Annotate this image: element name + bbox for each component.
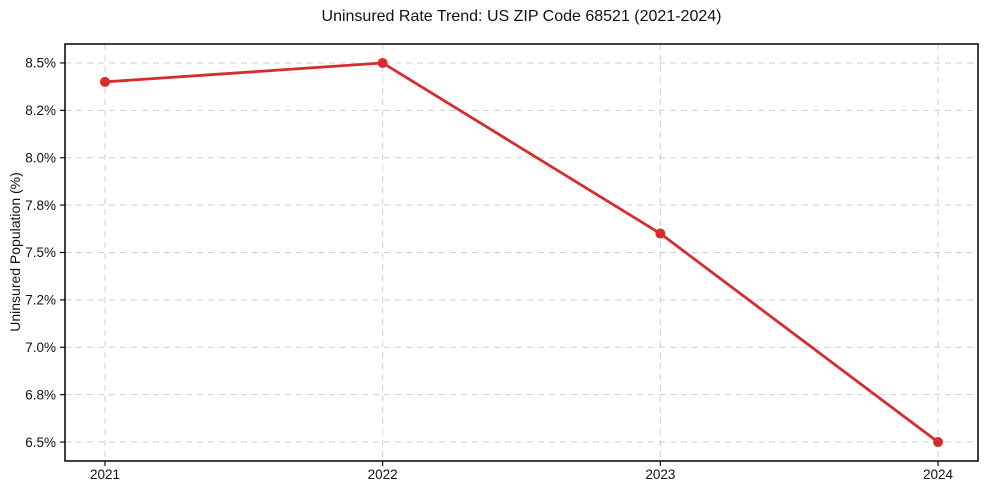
y-tick-label: 8.5% [25,56,56,71]
data-point-2022 [377,57,388,68]
x-tick-label: 2022 [368,467,398,482]
y-tick-label: 7.8% [25,198,56,213]
x-tick-label: 2023 [645,467,675,482]
y-tick-label: 7.5% [25,245,56,260]
y-tick-label: 6.5% [25,435,56,450]
trend-line [103,61,940,444]
plot-frame [64,43,979,462]
y-tick-label: 8.0% [25,150,56,165]
y-tick-label: 7.2% [25,293,56,308]
chart-title: Uninsured Rate Trend: US ZIP Code 68521 … [321,8,722,25]
x-tick-label: 2021 [90,467,120,482]
x-tick-label: 2024 [923,467,954,482]
y-tick-label: 8.2% [25,103,56,118]
data-point-2023 [655,228,666,239]
data-point-2021 [99,76,110,87]
y-tick-label: 6.8% [25,387,56,402]
data-point-2024 [933,437,944,448]
y-tick-label: 7.0% [25,340,56,355]
